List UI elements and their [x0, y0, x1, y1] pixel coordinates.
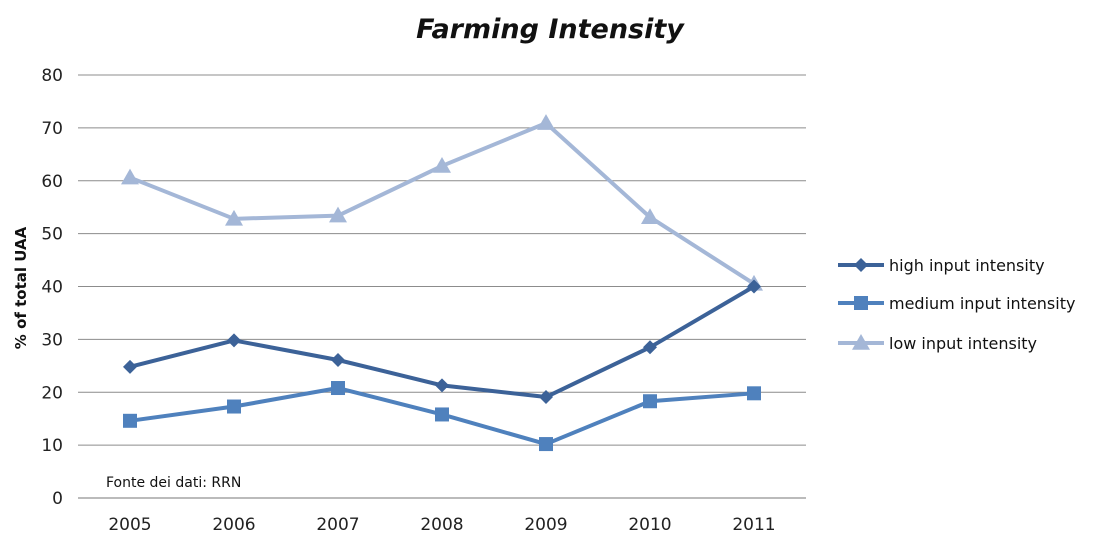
data-point	[331, 352, 345, 367]
data-point	[121, 168, 139, 185]
y-tick-label: 10	[41, 436, 63, 456]
y-tick-label: 0	[52, 489, 63, 509]
y-tick-label: 30	[41, 330, 63, 350]
data-point	[433, 156, 451, 173]
x-tick-label: 2010	[628, 515, 671, 535]
data-point	[123, 359, 137, 374]
x-tick-label: 2009	[524, 515, 567, 535]
series-line	[128, 121, 756, 286]
data-point	[539, 437, 553, 452]
legend-label: low input intensity	[889, 334, 1037, 353]
legend-marker	[852, 334, 870, 350]
legend-item: high input intensity	[838, 256, 1045, 275]
gridlines	[78, 74, 806, 499]
data-point	[227, 399, 241, 414]
data-point	[641, 208, 659, 224]
series-low-input-intensity	[121, 114, 763, 291]
legend-item: medium input intensity	[838, 294, 1075, 313]
data-point	[123, 413, 137, 428]
legend: high input intensity medium input intensi…	[838, 256, 1075, 353]
y-tick-label: 50	[41, 225, 63, 245]
data-point	[539, 390, 553, 405]
data-point	[747, 386, 761, 401]
chart-title: Farming Intensity	[416, 14, 685, 45]
data-series	[121, 114, 763, 452]
data-point	[747, 279, 761, 294]
legend-label: high input intensity	[889, 256, 1045, 275]
series-medium-input-intensity	[123, 381, 761, 452]
y-tick-label: 20	[41, 383, 63, 403]
source-note: Fonte dei dati: RRN	[106, 475, 241, 491]
x-tick-label: 2008	[420, 515, 463, 535]
legend-item: low input intensity	[838, 334, 1037, 353]
data-point	[537, 114, 555, 130]
data-point	[643, 394, 657, 409]
y-tick-label: 60	[41, 172, 63, 192]
x-tick-label: 2011	[732, 515, 775, 535]
legend-marker	[854, 296, 868, 310]
series-high-input-intensity	[123, 279, 761, 405]
y-axis-label: % of total UAA	[12, 226, 30, 349]
data-point	[643, 340, 657, 355]
legend-marker	[854, 258, 868, 272]
x-tick-label: 2007	[316, 515, 359, 535]
y-tick-labels: 0 10 20 30 40 50 60 70 80	[41, 66, 63, 509]
y-tick-label: 70	[41, 119, 63, 139]
legend-label: medium input intensity	[889, 294, 1075, 313]
x-tick-label: 2005	[108, 515, 151, 535]
data-point	[329, 206, 347, 223]
y-tick-label: 80	[41, 66, 63, 86]
data-point	[331, 381, 345, 396]
x-tick-labels: 2005 2006 2007 2008 2009 2010 2011	[108, 515, 775, 535]
data-point	[227, 333, 241, 348]
y-tick-label: 40	[41, 278, 63, 298]
data-point	[435, 378, 449, 393]
data-point	[435, 407, 449, 422]
x-tick-label: 2006	[212, 515, 255, 535]
data-point	[225, 209, 243, 226]
